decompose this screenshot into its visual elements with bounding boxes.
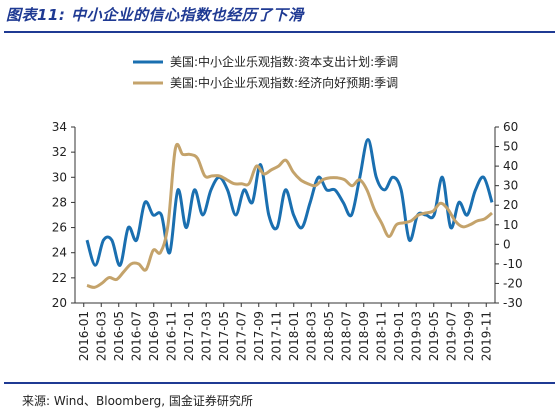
x-tick-label: 2016-03 <box>94 311 108 361</box>
x-tick-label: 2018-07 <box>339 311 353 361</box>
right-tick-label: -30 <box>503 296 523 310</box>
left-tick-label: 22 <box>52 271 67 285</box>
right-tick-label: 10 <box>503 218 518 232</box>
x-tick-label: 2016-11 <box>164 311 178 361</box>
x-tick-label: 2017-05 <box>217 311 231 361</box>
left-tick-label: 30 <box>52 170 67 184</box>
x-tick-label: 2019-07 <box>444 311 458 361</box>
x-tick-label: 2019-03 <box>409 311 423 361</box>
x-tick-label: 2017-09 <box>252 311 266 361</box>
right-tick-label: 40 <box>503 159 518 173</box>
x-tick-label: 2019-05 <box>427 311 441 361</box>
left-tick-label: 32 <box>52 145 67 159</box>
x-tick-label: 2018-11 <box>374 311 388 361</box>
series-lines <box>85 138 494 289</box>
right-tick-label: -20 <box>503 276 523 290</box>
right-tick-label: 20 <box>503 198 518 212</box>
x-tick-label: 2017-01 <box>182 311 196 361</box>
right-tick-label: 60 <box>503 120 518 134</box>
right-tick-label: 50 <box>503 140 518 154</box>
line-chart: 美国:中小企业乐观指数:资本支出计划:季调美国:中小企业乐观指数:经济向好预期:… <box>52 54 523 361</box>
x-tick-label: 2017-07 <box>234 311 248 361</box>
x-tick-label: 2018-05 <box>322 311 336 361</box>
legend: 美国:中小企业乐观指数:资本支出计划:季调美国:中小企业乐观指数:经济向好预期:… <box>133 54 398 90</box>
left-tick-label: 26 <box>52 221 67 235</box>
legend-label-capex-plan: 美国:中小企业乐观指数:资本支出计划:季调 <box>170 54 398 69</box>
x-tick-label: 2016-07 <box>129 311 143 361</box>
left-tick-label: 20 <box>52 296 67 310</box>
capex-plan-series-line <box>85 138 494 267</box>
legend-label-economic-outlook: 美国:中小企业乐观指数:经济向好预期:季调 <box>170 75 398 90</box>
x-tick-label: 2016-05 <box>112 311 126 361</box>
left-tick-label: 34 <box>52 120 67 134</box>
x-tick-label: 2018-03 <box>304 311 318 361</box>
x-tick-label: 2018-09 <box>357 311 371 361</box>
source-note: 来源: Wind、Bloomberg, 国金证券研究所 <box>22 394 253 408</box>
right-tick-label: 0 <box>503 237 511 251</box>
economic-outlook-series-line <box>86 142 493 289</box>
x-tick-label: 2019-11 <box>479 311 493 361</box>
right-y-axis: -30 -20 -10 0 10 20 30 40 50 60 <box>494 120 523 310</box>
right-tick-label: -10 <box>503 257 523 271</box>
footer-divider <box>4 382 555 384</box>
x-axis: 2016-01 2016-03 2016-05 2016-07 2016-09 2016-… <box>75 302 495 361</box>
x-tick-label: 2016-09 <box>147 311 161 361</box>
left-tick-label: 24 <box>52 246 67 260</box>
x-tick-label: 2018-01 <box>287 311 301 361</box>
x-tick-label: 2016-01 <box>77 311 91 361</box>
left-y-axis: 20 22 24 26 28 30 32 34 <box>52 120 76 310</box>
x-tick-label: 2019-01 <box>392 311 406 361</box>
title-divider <box>4 31 555 33</box>
x-tick-label: 2017-03 <box>199 311 213 361</box>
right-tick-label: 30 <box>503 179 518 193</box>
chart-title: 图表11: 中小企业的信心指数也经历了下滑 <box>6 6 304 24</box>
x-tick-label: 2017-11 <box>269 311 283 361</box>
left-tick-label: 28 <box>52 195 67 209</box>
x-tick-label: 2019-09 <box>462 311 476 361</box>
